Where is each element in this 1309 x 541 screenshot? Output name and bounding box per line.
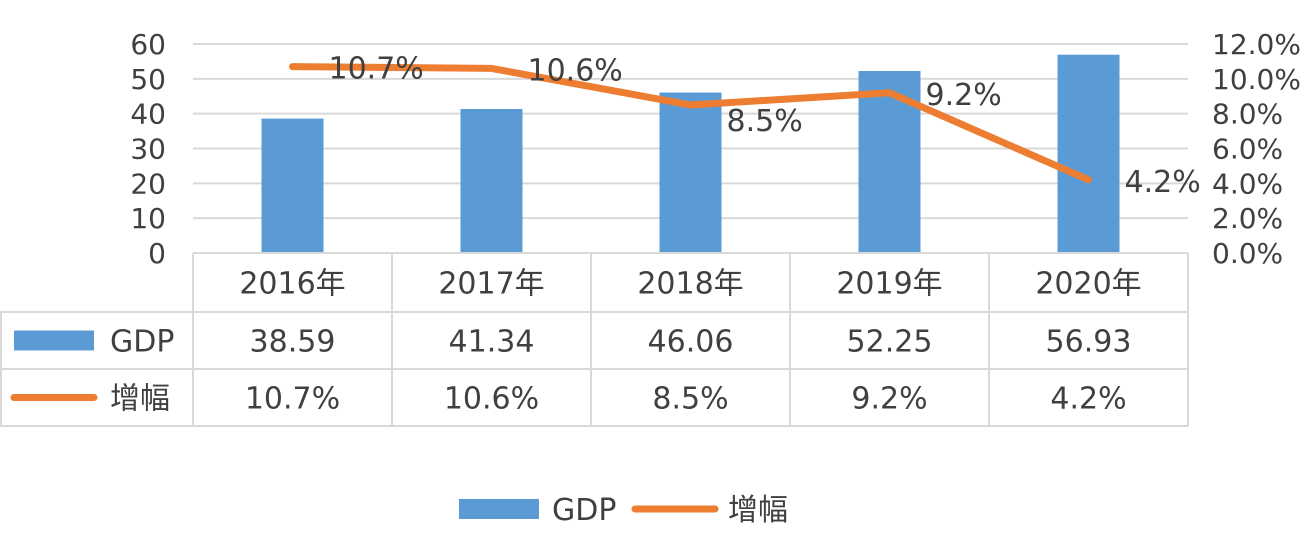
table-cell-gdp: 41.34 <box>449 325 535 360</box>
growth-data-label: 4.2% <box>1125 165 1201 200</box>
gdp-bar <box>261 118 324 254</box>
gdp-bar <box>460 108 523 254</box>
table-row-label-gdp: GDP <box>110 325 174 360</box>
table-cell-growth: 9.2% <box>851 382 927 417</box>
y-right-tick-label: 2.0% <box>1212 202 1283 235</box>
y-right-tick-label: 8.0% <box>1212 98 1283 131</box>
y-left-tick-label: 30 <box>130 133 166 166</box>
table-cell-gdp: 46.06 <box>648 325 734 360</box>
table-cell-growth: 10.7% <box>245 382 340 417</box>
x-category-label: 2019年 <box>836 267 942 302</box>
table-cell-growth: 10.6% <box>444 382 539 417</box>
y-left-tick-label: 60 <box>130 28 166 61</box>
y-right-tick-label: 0.0% <box>1212 237 1283 270</box>
growth-data-label: 10.6% <box>528 53 623 88</box>
table-cell-gdp: 56.93 <box>1046 325 1132 360</box>
table-cell-gdp: 38.59 <box>250 325 336 360</box>
growth-data-labels: 10.7% 10.6% 8.5% 9.2% 4.2% <box>329 52 1201 200</box>
growth-data-label: 8.5% <box>727 104 803 139</box>
gdp-bar <box>858 70 921 253</box>
y-right-tick-label: 4.0% <box>1212 167 1283 200</box>
growth-data-label: 9.2% <box>926 78 1002 113</box>
y-left-tick-label: 20 <box>130 167 166 200</box>
y-right-tick-label: 12.0% <box>1212 28 1301 61</box>
table-cell-gdp: 52.25 <box>847 325 933 360</box>
table-row-label-growth: 增幅 <box>110 382 170 417</box>
gdp-bars <box>261 54 1120 254</box>
growth-series-line <box>289 63 1092 184</box>
y-left-tick-label: 10 <box>130 202 166 235</box>
gdp-bar <box>659 92 722 253</box>
x-category-label: 2016年 <box>239 267 345 302</box>
y-right-tick-label: 10.0% <box>1212 63 1301 96</box>
gdp-bar <box>1057 54 1120 253</box>
x-category-label: 2017年 <box>438 267 544 302</box>
legend: GDP 增幅 <box>459 493 788 528</box>
data-table: 2016年 2017年 2018年 2019年 2020年 GDP 38.59 41.34 46… <box>0 252 1189 427</box>
table-gdp-legend-key <box>14 330 94 351</box>
y-left-tick-label: 0 <box>148 237 166 270</box>
legend-gdp-swatch <box>459 499 539 519</box>
table-cell-growth: 4.2% <box>1050 382 1126 417</box>
growth-line <box>289 63 1092 184</box>
growth-data-label: 10.7% <box>329 52 424 87</box>
x-category-label: 2018年 <box>637 267 743 302</box>
y-left-tick-label: 50 <box>130 63 166 96</box>
legend-growth-label: 增幅 <box>728 493 788 528</box>
legend-gdp-label: GDP <box>552 493 616 528</box>
x-category-label: 2020年 <box>1035 267 1141 302</box>
right-axis-ticks: 0.0%2.0%4.0%6.0%8.0%10.0%12.0% <box>1212 28 1301 270</box>
y-right-tick-label: 6.0% <box>1212 133 1283 166</box>
table-cell-growth: 8.5% <box>652 382 728 417</box>
y-left-tick-label: 40 <box>130 98 166 131</box>
